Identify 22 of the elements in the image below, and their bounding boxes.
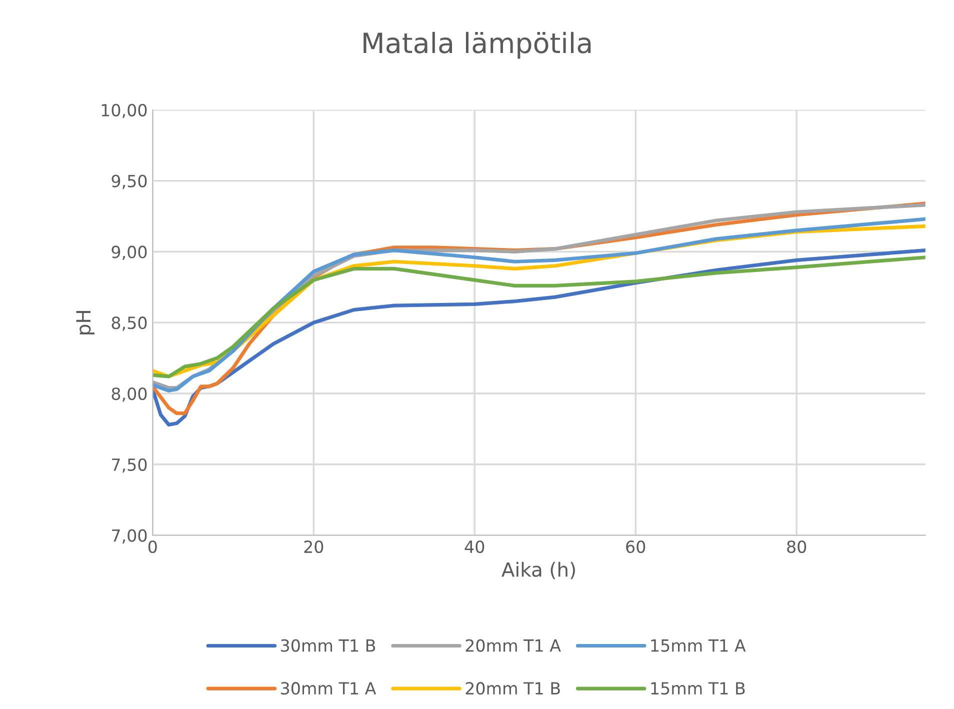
x-tick-label: 0: [148, 540, 157, 554]
legend-label: 30mm T1 A: [281, 682, 376, 695]
chart-title: Matala lämpötila: [364, 32, 591, 59]
legend-label: 20mm T1 A: [466, 639, 561, 652]
y-tick-label: 7,50: [112, 458, 147, 473]
x-tick-label: 80: [787, 540, 806, 554]
y-tick-label: 7,00: [112, 529, 147, 544]
legend-label: 15mm T1 A: [651, 639, 746, 652]
legend-label: 15mm T1 B: [651, 682, 745, 695]
y-axis-title: pH: [76, 311, 95, 334]
y-tick-label: 9,50: [112, 174, 147, 190]
legend-label: 30mm T1 B: [281, 639, 376, 652]
x-tick-label: 60: [626, 540, 646, 554]
line-series: [152, 256, 926, 378]
y-tick-label: 10,00: [102, 104, 147, 118]
x-tick-label: 20: [304, 540, 324, 554]
y-tick-label: 8,50: [112, 316, 147, 331]
x-axis-title: Aika (h): [502, 562, 575, 580]
legend-label: 20mm T1 B: [466, 682, 560, 695]
y-tick-label: 9,00: [112, 246, 147, 260]
y-tick-label: 8,00: [112, 387, 147, 402]
x-tick-label: 40: [464, 540, 484, 554]
